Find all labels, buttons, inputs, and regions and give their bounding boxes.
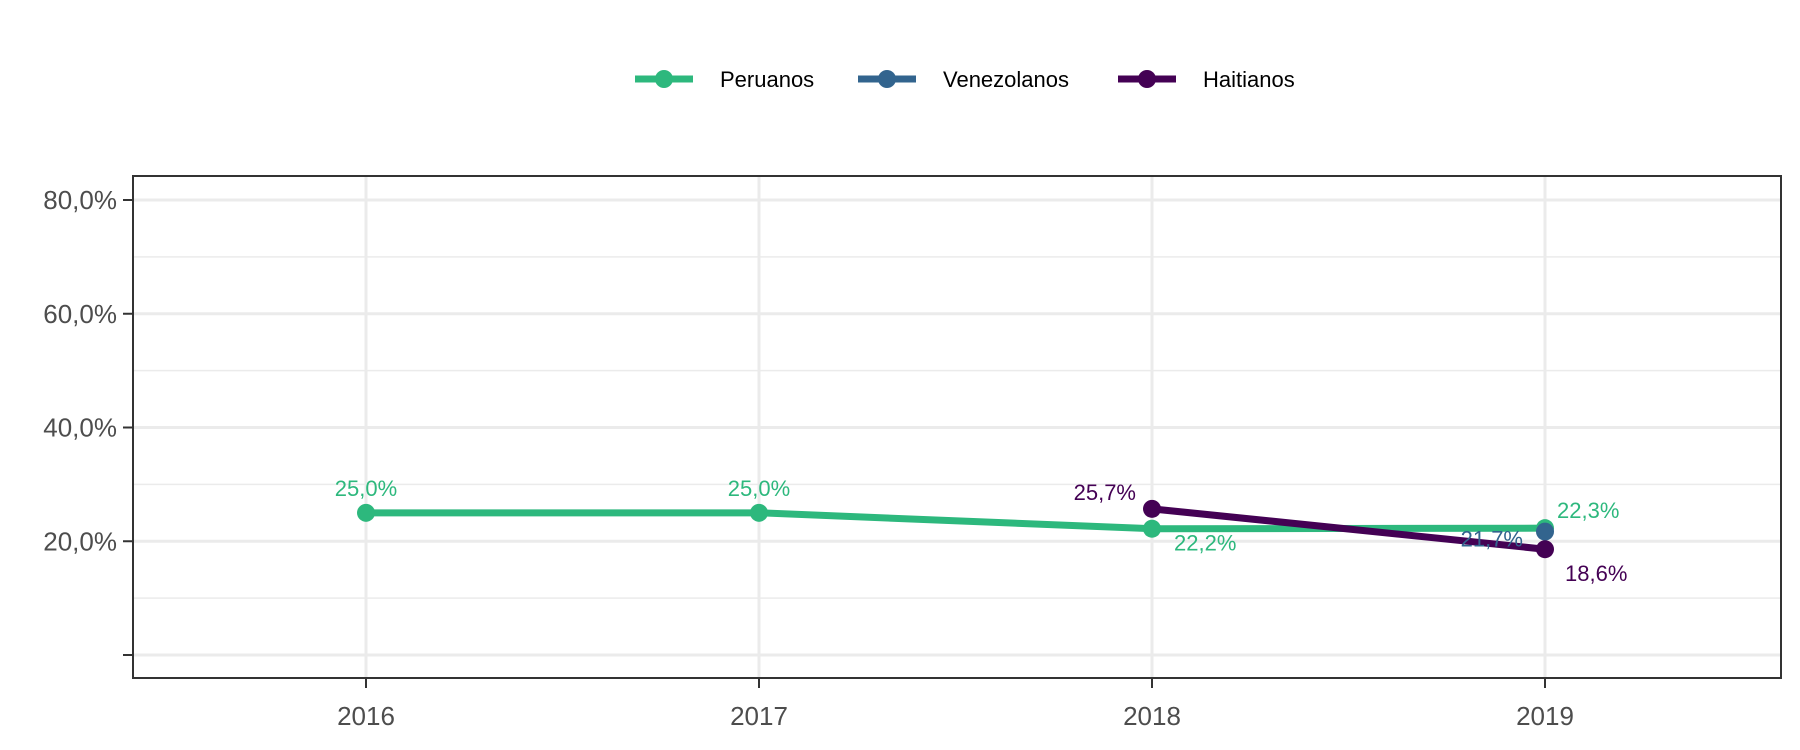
legend: Peruanos Venezolanos Haitianos [635, 67, 1295, 92]
data-label-venezolanos-2019: 21,7% [1461, 527, 1523, 552]
y-tick-label: 20,0% [43, 526, 117, 556]
data-point-venezolanos-2019 [1536, 522, 1554, 541]
data-point-peruanos-2017 [750, 503, 768, 522]
legend-item-haitianos: Haitianos [1118, 67, 1295, 92]
x-tick-label: 2017 [730, 701, 788, 731]
x-tick-label: 2019 [1516, 701, 1574, 731]
legend-label-peruanos: Peruanos [720, 67, 814, 92]
legend-key-point-venezolanos [878, 70, 896, 88]
grid [133, 176, 1781, 678]
series-points [357, 499, 1554, 559]
data-label-peruanos-2016: 25,0% [335, 476, 397, 501]
data-point-haitianos-2018 [1143, 499, 1161, 518]
legend-label-venezolanos: Venezolanos [943, 67, 1069, 92]
data-label-peruanos-2017: 25,0% [728, 476, 790, 501]
x-tick-label: 2016 [337, 701, 395, 731]
y-tick-label: 80,0% [43, 185, 117, 215]
y-tick-label: 60,0% [43, 299, 117, 329]
series-line-peruanos [362, 509, 1549, 533]
series-line-haitianos [1148, 505, 1549, 553]
data-label-peruanos-2018: 22,2% [1174, 531, 1236, 556]
axes: 20,0% 40,0% 60,0% 80,0% 2016 2017 2018 2019 [43, 175, 1782, 731]
legend-item-peruanos: Peruanos [635, 67, 814, 92]
legend-item-venezolanos: Venezolanos [858, 67, 1069, 92]
y-tick-label: 40,0% [43, 413, 117, 443]
legend-label-haitianos: Haitianos [1203, 67, 1295, 92]
series-lines [362, 505, 1549, 553]
data-label-haitianos-2019: 18,6% [1565, 561, 1627, 586]
legend-key-point-peruanos [655, 70, 673, 88]
data-point-peruanos-2016 [357, 503, 375, 522]
legend-key-point-haitianos [1138, 70, 1156, 88]
x-tick-label: 2018 [1123, 701, 1181, 731]
data-label-peruanos-2019: 22,3% [1557, 498, 1619, 523]
data-point-haitianos-2019 [1536, 540, 1554, 559]
data-point-peruanos-2018 [1143, 519, 1161, 538]
data-label-haitianos-2018: 25,7% [1074, 480, 1136, 505]
data-labels: 25,0% 25,0% 22,2% 22,3% 21,7% 25,7% 18,6% [335, 476, 1628, 586]
